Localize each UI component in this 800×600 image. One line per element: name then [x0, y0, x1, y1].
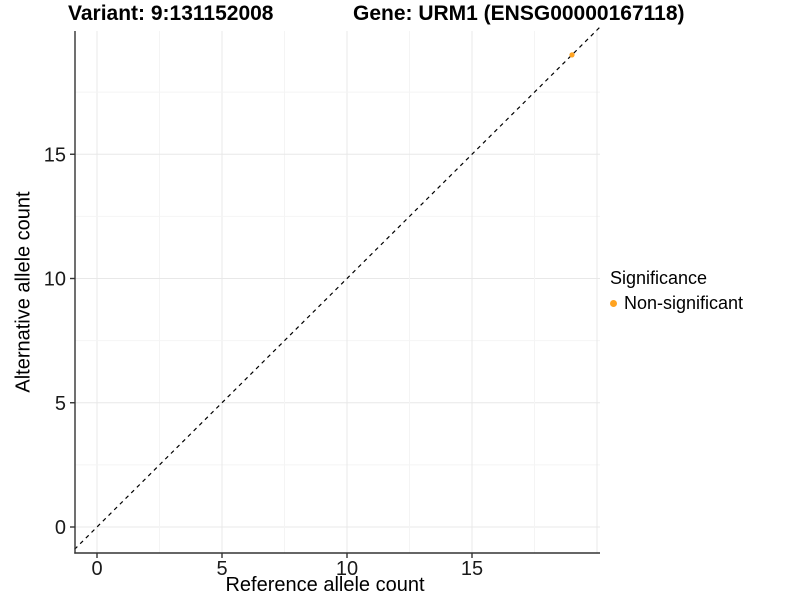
x-tick-label: 5 [216, 558, 227, 580]
x-tick-label: 10 [336, 558, 358, 580]
legend-title: Significance [610, 268, 708, 288]
y-tick-label: 10 [44, 269, 66, 291]
axis-lines [74, 31, 600, 554]
legend-item: Non-significant [610, 293, 796, 314]
x-axis-title: Reference allele count [225, 574, 425, 596]
y-axis-ticks: 0 5 10 15 [44, 144, 75, 539]
legend-item-label: Non-significant [624, 293, 744, 313]
data-point [569, 52, 575, 58]
identity-reference-line [74, 27, 600, 550]
y-tick-label: 15 [44, 144, 66, 166]
x-axis-ticks: 0 5 10 15 [91, 553, 483, 580]
data-points [569, 52, 575, 58]
gene-title: Gene: URM1 (ENSG00000167118) [353, 2, 685, 25]
y-axis-title: Alternative allele count [12, 191, 35, 393]
legend-point-icon [610, 300, 617, 307]
x-tick-label: 0 [91, 558, 102, 580]
plot-title: Variant: 9:131152008 Gene: URM1 (ENSG000… [0, 2, 800, 26]
variant-title: Variant: 9:131152008 [68, 2, 274, 25]
y-tick-label: 0 [55, 517, 66, 539]
legend: Significance Non-significant [610, 268, 796, 314]
y-tick-label: 5 [55, 393, 66, 415]
x-tick-label: 15 [461, 558, 483, 580]
gridlines [75, 31, 600, 553]
